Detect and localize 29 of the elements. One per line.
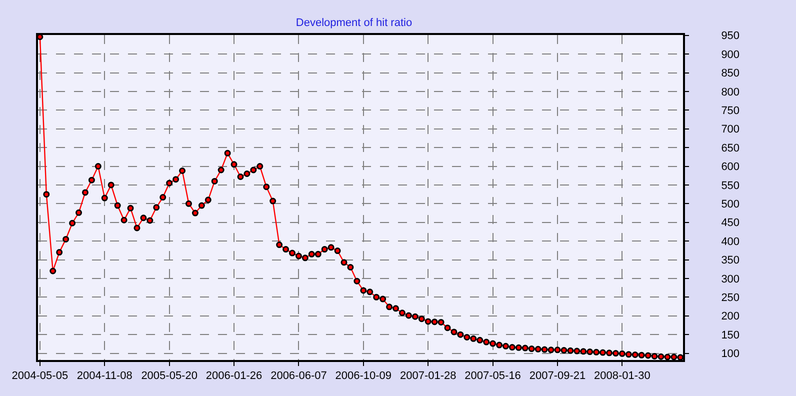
y-tick-label: 300 <box>721 273 740 286</box>
chart-title: Development of hit ratio <box>296 16 412 29</box>
x-tick-label: 2005-05-20 <box>141 370 198 382</box>
y-tick-label: 150 <box>721 329 740 342</box>
x-tick-label: 2004-11-08 <box>76 370 132 382</box>
y-tick-label: 450 <box>721 217 740 230</box>
y-tick-label: 850 <box>721 68 740 80</box>
y-tick-label: 800 <box>721 86 740 98</box>
y-tick-label: 500 <box>721 198 740 211</box>
y-tick-label: 550 <box>721 180 740 192</box>
y-tick-label: 900 <box>721 48 740 61</box>
y-tick-label: 100 <box>721 348 740 360</box>
y-tick-label: 350 <box>721 254 740 267</box>
y-tick-label: 200 <box>721 310 740 323</box>
y-tick-label: 600 <box>721 161 740 174</box>
x-tick-label: 2004-05-05 <box>12 370 68 382</box>
x-tick-label: 2007-09-21 <box>529 370 586 382</box>
x-tick-label: 2006-01-26 <box>206 370 262 382</box>
x-tick-label: 2008-01-30 <box>594 370 650 382</box>
y-tick-label: 250 <box>721 292 740 304</box>
y-tick-label: 400 <box>721 236 740 248</box>
x-tick-label: 2006-06-07 <box>270 370 327 382</box>
y-tick-label: 750 <box>721 105 740 118</box>
y-tick-label: 700 <box>721 124 740 136</box>
y-tick-label: 650 <box>721 142 740 154</box>
x-tick-label: 2007-05-16 <box>464 370 521 382</box>
y-tick-label: 950 <box>721 30 740 42</box>
x-tick-label: 2006-10-09 <box>335 370 392 382</box>
x-tick-label: 2007-01-28 <box>400 370 456 382</box>
